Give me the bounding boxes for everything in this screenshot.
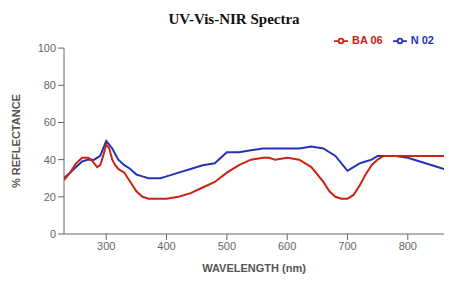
svg-text:40: 40 (44, 154, 56, 166)
svg-text:0: 0 (50, 228, 56, 240)
svg-text:500: 500 (218, 240, 236, 252)
svg-text:100: 100 (38, 42, 56, 54)
svg-text:400: 400 (157, 240, 175, 252)
svg-text:WAVELENGTH (nm): WAVELENGTH (nm) (202, 262, 306, 274)
html-text:BA 06: BA 06 (352, 34, 383, 46)
svg-text:% REFLECTANCE: % REFLECTANCE (10, 94, 22, 188)
svg-text:80: 80 (44, 79, 56, 91)
svg-text:700: 700 (338, 240, 356, 252)
svg-text:300: 300 (97, 240, 115, 252)
html-text:N 02: N 02 (410, 34, 434, 46)
svg-text:20: 20 (44, 191, 56, 203)
html-text:UV-Vis-NIR Spectra: UV-Vis-NIR Spectra (168, 11, 300, 27)
svg-text:600: 600 (278, 240, 296, 252)
svg-text:60: 60 (44, 116, 56, 128)
svg-text:800: 800 (399, 240, 417, 252)
